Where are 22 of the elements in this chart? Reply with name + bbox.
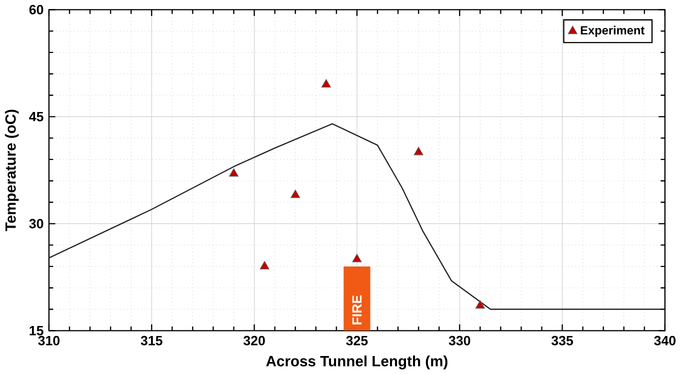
point: [260, 260, 270, 270]
y-tick-label: 30: [29, 218, 44, 228]
point: [321, 78, 331, 88]
point: [290, 189, 300, 198]
x-tick-label: 340: [654, 336, 676, 346]
x-tick-label: 330: [448, 336, 470, 346]
y-tick-label: 15: [30, 326, 44, 336]
point: [475, 300, 485, 308]
x-tick-label: 310: [38, 336, 60, 346]
x-tick-label: 335: [551, 336, 574, 346]
annotation: FIRE: [352, 295, 362, 324]
point: [414, 146, 424, 156]
point: [228, 168, 239, 176]
x-tick-label: 320: [243, 336, 265, 346]
x-tick-label: 315: [140, 336, 162, 346]
y-axis-title: Temperature (oC): [4, 110, 19, 232]
legend-label: Experiment: [580, 26, 644, 37]
point: [352, 254, 362, 262]
y-tick-label: 60: [29, 4, 44, 14]
x-axis-title: Across Tunnel Length (m): [266, 355, 448, 370]
y-tick-label: 45: [29, 112, 44, 122]
x-tick-label: 325: [346, 336, 368, 346]
